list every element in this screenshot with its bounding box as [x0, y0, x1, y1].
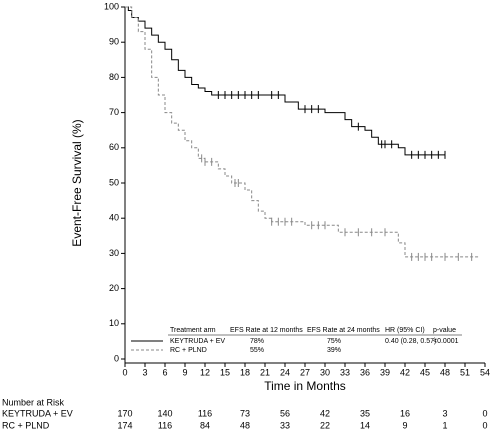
at-risk-label: RC + PLND: [2, 420, 50, 430]
legend-cell: 55%: [250, 347, 264, 354]
x-tick-label: 12: [200, 367, 210, 377]
x-tick-label: 39: [380, 367, 390, 377]
x-tick-label: 30: [320, 367, 330, 377]
y-tick-label: 20: [109, 283, 119, 293]
y-tick-label: 100: [104, 1, 119, 11]
at-risk-count: 3: [442, 408, 447, 418]
at-risk-count: 48: [240, 420, 250, 430]
y-tick-label: 80: [109, 72, 119, 82]
at-risk-count: 116: [158, 420, 172, 430]
y-tick-label: 90: [109, 37, 119, 47]
at-risk-count: 33: [280, 420, 290, 430]
legend-label: RC + PLND: [170, 347, 207, 354]
survival-curve: [125, 6, 445, 156]
x-tick-label: 6: [162, 367, 167, 377]
legend-header: Treatment arm: [170, 327, 216, 334]
at-risk-count: 170: [117, 408, 132, 418]
legend-label: KEYTRUDA + EV: [170, 338, 225, 345]
y-tick-label: 30: [109, 248, 119, 258]
at-risk-count: 56: [280, 408, 290, 418]
at-risk-count: 174: [117, 420, 132, 430]
legend-header: HR (95% CI): [385, 327, 425, 334]
x-tick-label: 48: [440, 367, 450, 377]
x-tick-label: 33: [340, 367, 350, 377]
legend-cell: 75%: [327, 338, 341, 345]
y-tick-label: 40: [109, 213, 119, 223]
at-risk-count: 0: [482, 420, 487, 430]
at-risk-count: 42: [320, 408, 330, 418]
at-risk-count: 14: [360, 420, 370, 430]
y-tick-label: 10: [109, 318, 119, 328]
x-tick-label: 54: [480, 367, 490, 377]
x-tick-label: 15: [220, 367, 230, 377]
at-risk-count: 35: [360, 408, 370, 418]
x-tick-label: 27: [300, 367, 310, 377]
legend-header: EFS Rate at 12 months: [230, 327, 303, 334]
y-axis-title: Event-Free Survival (%): [70, 119, 84, 246]
at-risk-count: 9: [402, 420, 407, 430]
at-risk-count: 140: [157, 408, 172, 418]
at-risk-label: KEYTRUDA + EV: [2, 408, 73, 418]
at-risk-count: 84: [200, 420, 210, 430]
x-tick-label: 45: [420, 367, 430, 377]
legend-header: EFS Rate at 24 months: [307, 327, 380, 334]
x-tick-label: 18: [240, 367, 250, 377]
x-tick-label: 3: [142, 367, 147, 377]
x-tick-label: 9: [182, 367, 187, 377]
y-tick-label: 50: [109, 177, 119, 187]
legend-cell: <0.0001: [433, 338, 459, 345]
survival-curve: [125, 6, 479, 258]
x-tick-label: 36: [360, 367, 370, 377]
at-risk-count: 1: [442, 420, 447, 430]
at-risk-count: 16: [400, 408, 410, 418]
x-tick-label: 51: [460, 367, 470, 377]
legend-cell: 39%: [327, 347, 341, 354]
y-tick-label: 60: [109, 142, 119, 152]
at-risk-count: 22: [320, 420, 330, 430]
x-tick-label: 21: [260, 367, 270, 377]
at-risk-count: 116: [198, 408, 212, 418]
legend-cell: 78%: [250, 338, 264, 345]
legend-header: p-value: [433, 327, 456, 334]
x-axis-title: Time in Months: [264, 379, 346, 393]
x-tick-label: 24: [280, 367, 290, 377]
legend-cell: 0.40 (0.28, 0.57): [385, 338, 436, 345]
at-risk-count: 73: [240, 408, 250, 418]
at-risk-count: 0: [482, 408, 487, 418]
x-tick-label: 0: [122, 367, 127, 377]
y-tick-label: 0: [114, 353, 119, 363]
at-risk-title: Number at Risk: [2, 397, 65, 407]
y-tick-label: 70: [109, 107, 119, 117]
x-tick-label: 42: [400, 367, 410, 377]
